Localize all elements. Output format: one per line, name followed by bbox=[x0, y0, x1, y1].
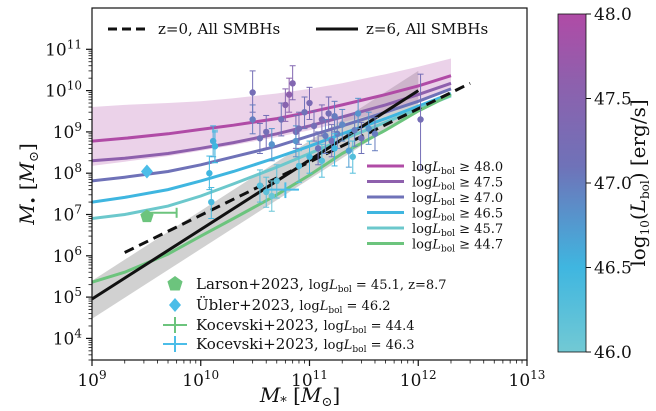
y-axis-label: M• [M⊙] bbox=[15, 143, 42, 226]
top-legend: z=0, All SMBHs z=6, All SMBHs bbox=[108, 20, 488, 38]
lbol-legend-label-3: logLbol ≥ 46.5 bbox=[412, 207, 503, 224]
y-tick-label: 108 bbox=[53, 161, 82, 184]
quasar-point-26 bbox=[339, 121, 346, 128]
colorbar-ticks: 46.0 46.5 47.0 47.5 48.0 bbox=[586, 5, 632, 363]
quasar-point-21 bbox=[318, 116, 326, 123]
quasar-point-19 bbox=[310, 122, 318, 130]
y-tick-label: 1011 bbox=[45, 37, 82, 60]
legend-observation-label-2: Kocevski+2023, logLbol = 44.4 bbox=[196, 316, 415, 336]
colorbar-tick-label: 46.0 bbox=[594, 343, 632, 363]
x-tick-label: 1013 bbox=[509, 368, 546, 391]
x-tick-label: 1011 bbox=[291, 368, 328, 391]
y-tick-label: 106 bbox=[53, 244, 82, 267]
quasar-point-9 bbox=[268, 141, 275, 148]
colorbar-tick-label: 48.0 bbox=[594, 5, 632, 25]
z6-relation-line bbox=[92, 89, 420, 301]
quasar-point-30 bbox=[365, 125, 372, 132]
quasar-point-18 bbox=[306, 99, 313, 107]
colorbar: 46.0 46.5 47.0 47.5 48.0 log10(Lbol) [erg/s] bbox=[557, 5, 652, 363]
quasar-point-20 bbox=[314, 145, 322, 152]
quasar-point-17 bbox=[301, 108, 308, 116]
quasar-point-29 bbox=[358, 135, 365, 142]
quasar-point-34 bbox=[354, 110, 362, 117]
quasar-point-3 bbox=[208, 198, 215, 206]
legend-observation-label-1: Übler+2023, logLbol = 46.2 bbox=[196, 296, 391, 316]
quasar-point-38 bbox=[273, 177, 280, 185]
quasar-point-12 bbox=[285, 91, 293, 98]
larson-pentagon-marker bbox=[140, 209, 154, 223]
quasar-point-24 bbox=[328, 137, 335, 145]
y-tick-label: 109 bbox=[53, 120, 82, 143]
colorbar-tick-label: 46.5 bbox=[594, 259, 632, 279]
y-tick-label: 107 bbox=[53, 203, 82, 226]
lbol-legend-label-5: logLbol ≥ 44.7 bbox=[412, 238, 503, 255]
lbol-legend-label-1: logLbol ≥ 47.5 bbox=[412, 176, 503, 193]
y-tick-label: 104 bbox=[53, 326, 83, 349]
x-axis-label: M* [M⊙] bbox=[259, 383, 340, 410]
lbol-legend-label-4: logLbol ≥ 45.7 bbox=[412, 222, 503, 239]
quasar-point-15 bbox=[292, 137, 300, 145]
lbol-48-band bbox=[92, 58, 451, 166]
colorbar-gradient bbox=[557, 13, 587, 353]
quasar-point-39 bbox=[295, 162, 303, 170]
quasar-point-5 bbox=[249, 89, 256, 96]
x-tick-label: 1012 bbox=[400, 368, 437, 391]
quasar-point-11 bbox=[282, 101, 289, 109]
quasar-point-23 bbox=[325, 110, 332, 117]
quasar-point-27 bbox=[345, 147, 353, 154]
quasar-point-35 bbox=[256, 182, 264, 189]
legend-larson-marker bbox=[167, 276, 183, 291]
quasar-point-43 bbox=[349, 153, 356, 160]
quasar-point-8 bbox=[263, 128, 270, 136]
legend-ubler-marker bbox=[169, 298, 181, 312]
axis-ticks: 109 1010 1011 1012 1013 104 105 106 107 108 109 101… bbox=[45, 37, 545, 391]
quasar-point-7 bbox=[256, 135, 264, 142]
quasar-point-13 bbox=[289, 80, 296, 87]
quasar-point-31 bbox=[371, 130, 379, 137]
quasar-point-42 bbox=[331, 145, 338, 152]
colorbar-tick-label: 47.0 bbox=[594, 174, 632, 194]
quasar-point-37 bbox=[268, 192, 275, 200]
quasar-point-4 bbox=[211, 143, 219, 150]
lbol-legend-label-2: logLbol ≥ 47.0 bbox=[412, 191, 503, 208]
x-tick-label: 1010 bbox=[182, 368, 219, 391]
quasar-point-22 bbox=[322, 132, 329, 140]
legend-observation-label-3: Kocevski+2023, logLbol = 46.3 bbox=[196, 335, 415, 355]
ubler-diamond-marker bbox=[140, 164, 153, 179]
quasar-point-32 bbox=[417, 116, 424, 123]
legend-z6-label: z=6, All SMBHs bbox=[366, 20, 488, 38]
legend-z0-label: z=0, All SMBHs bbox=[158, 20, 280, 38]
quasar-point-41 bbox=[318, 157, 326, 164]
lbol-track-line-0 bbox=[92, 74, 452, 143]
colorbar-label: log10(Lbol) [erg/s] bbox=[626, 99, 652, 266]
quasar-point-40 bbox=[306, 153, 313, 160]
quasar-point-33 bbox=[331, 112, 338, 120]
observation-points bbox=[140, 65, 424, 223]
legend-observation-label-0: Larson+2023, logLbol = 45.1, z=8.7 bbox=[196, 275, 447, 295]
observation-legend: Larson+2023, logLbol = 45.1, z=8.7Übler+… bbox=[163, 275, 447, 355]
lbol-track-line-3 bbox=[92, 92, 452, 204]
quasar-point-16 bbox=[295, 125, 303, 132]
x-tick-label: 109 bbox=[77, 368, 106, 391]
quasar-point-6 bbox=[249, 116, 256, 123]
quasar-point-28 bbox=[351, 126, 358, 134]
y-tick-label: 1010 bbox=[45, 79, 82, 102]
colorbar-tick-label: 47.5 bbox=[594, 90, 632, 110]
quasar-point-2 bbox=[206, 170, 213, 177]
lbol-track-line-1 bbox=[92, 81, 452, 163]
y-tick-label: 105 bbox=[53, 285, 82, 308]
lbol-track-line-2 bbox=[92, 87, 452, 183]
lbol-legend-label-0: logLbol ≥ 48.0 bbox=[412, 160, 503, 177]
